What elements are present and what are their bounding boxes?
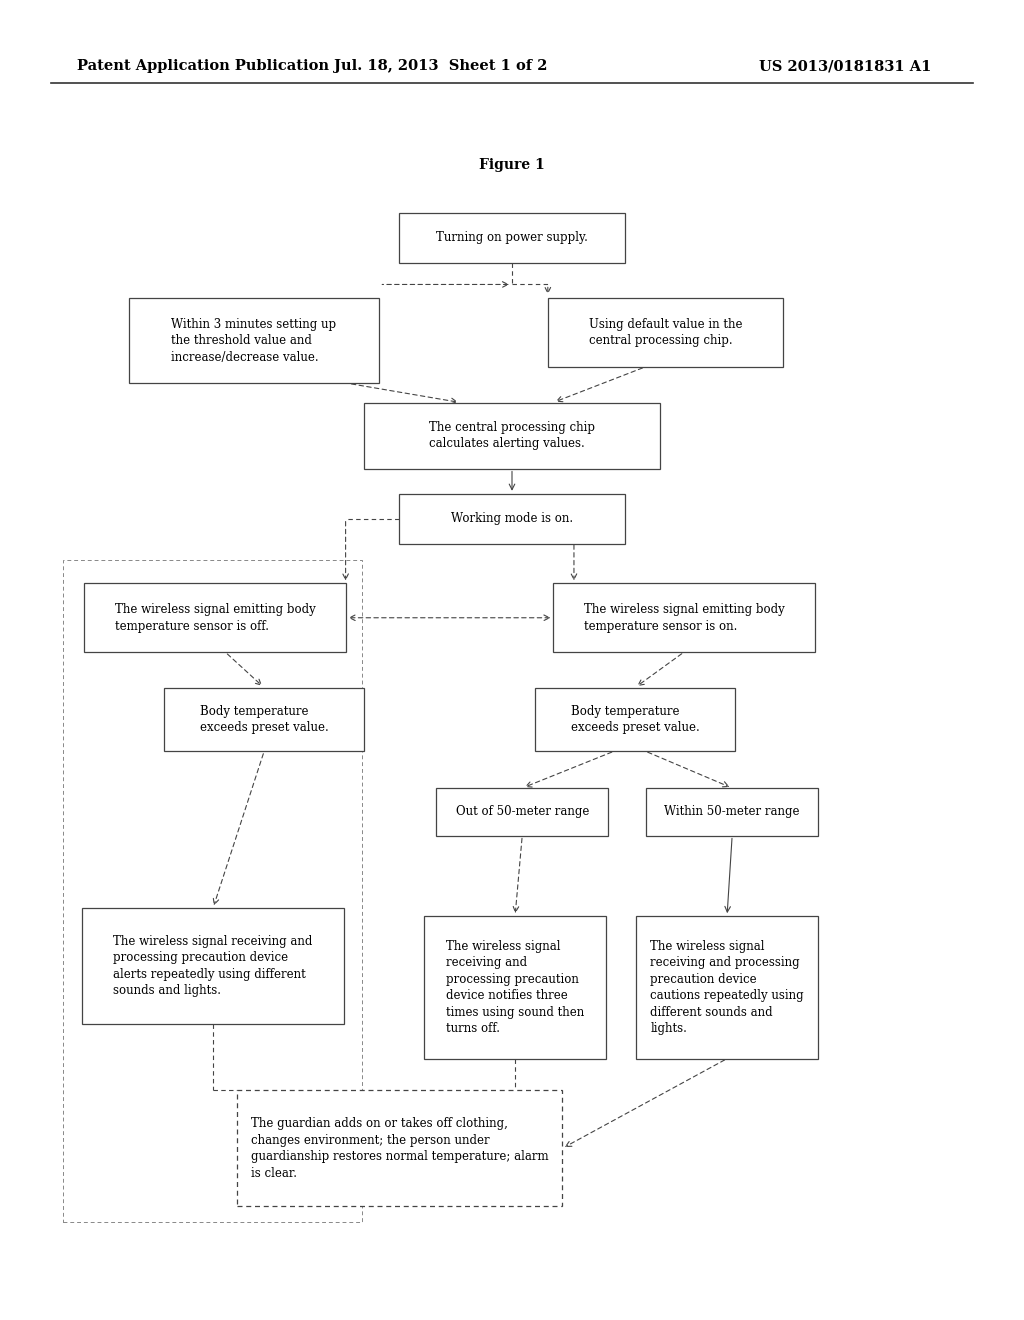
FancyBboxPatch shape: [548, 298, 783, 367]
Text: The guardian adds on or takes off clothing,
changes environment; the person unde: The guardian adds on or takes off clothi…: [251, 1117, 548, 1180]
Text: Body temperature
exceeds preset value.: Body temperature exceeds preset value.: [570, 705, 699, 734]
Text: Jul. 18, 2013  Sheet 1 of 2: Jul. 18, 2013 Sheet 1 of 2: [334, 59, 547, 73]
FancyBboxPatch shape: [535, 688, 735, 751]
FancyBboxPatch shape: [82, 908, 344, 1024]
FancyBboxPatch shape: [164, 688, 365, 751]
FancyBboxPatch shape: [399, 213, 625, 263]
FancyBboxPatch shape: [646, 788, 818, 836]
Text: Working mode is on.: Working mode is on.: [451, 512, 573, 525]
Text: The wireless signal emitting body
temperature sensor is off.: The wireless signal emitting body temper…: [115, 603, 315, 632]
FancyBboxPatch shape: [364, 403, 660, 469]
FancyBboxPatch shape: [424, 916, 606, 1059]
FancyBboxPatch shape: [636, 916, 818, 1059]
FancyBboxPatch shape: [84, 583, 346, 652]
Text: Out of 50-meter range: Out of 50-meter range: [456, 805, 589, 818]
FancyBboxPatch shape: [129, 298, 379, 383]
FancyBboxPatch shape: [399, 494, 625, 544]
Text: The central processing chip
calculates alerting values.: The central processing chip calculates a…: [429, 421, 595, 450]
Text: Figure 1: Figure 1: [479, 158, 545, 172]
Text: The wireless signal
receiving and processing
precaution device
cautions repeated: The wireless signal receiving and proces…: [650, 940, 804, 1035]
Text: The wireless signal receiving and
processing precaution device
alerts repeatedly: The wireless signal receiving and proces…: [114, 935, 312, 998]
FancyBboxPatch shape: [553, 583, 815, 652]
FancyBboxPatch shape: [436, 788, 608, 836]
Text: Patent Application Publication: Patent Application Publication: [77, 59, 329, 73]
Text: The wireless signal emitting body
temperature sensor is on.: The wireless signal emitting body temper…: [584, 603, 784, 632]
Text: US 2013/0181831 A1: US 2013/0181831 A1: [760, 59, 932, 73]
Text: Within 3 minutes setting up
the threshold value and
increase/decrease value.: Within 3 minutes setting up the threshol…: [171, 318, 337, 363]
FancyBboxPatch shape: [237, 1090, 562, 1206]
Text: Turning on power supply.: Turning on power supply.: [436, 231, 588, 244]
Text: Within 50-meter range: Within 50-meter range: [665, 805, 800, 818]
Text: Body temperature
exceeds preset value.: Body temperature exceeds preset value.: [200, 705, 329, 734]
Text: Using default value in the
central processing chip.: Using default value in the central proce…: [589, 318, 742, 347]
Text: The wireless signal
receiving and
processing precaution
device notifies three
ti: The wireless signal receiving and proces…: [445, 940, 585, 1035]
